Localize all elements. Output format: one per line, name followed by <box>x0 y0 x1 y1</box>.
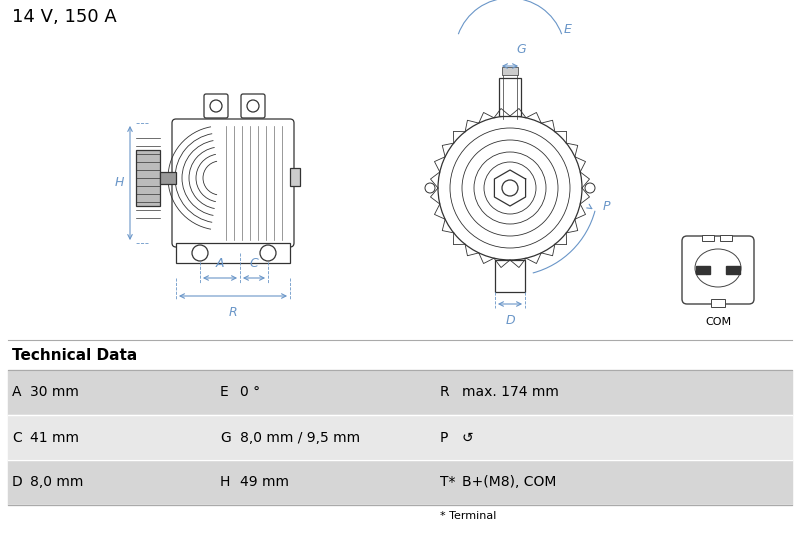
Bar <box>696 266 710 274</box>
Text: C: C <box>250 257 258 270</box>
Circle shape <box>585 183 595 193</box>
Circle shape <box>192 245 208 261</box>
Circle shape <box>210 100 222 112</box>
Text: Technical Data: Technical Data <box>12 348 138 363</box>
Text: 8,0 mm: 8,0 mm <box>30 475 83 489</box>
Circle shape <box>260 245 276 261</box>
Bar <box>502 67 518 75</box>
Text: 0 °: 0 ° <box>240 385 260 400</box>
Bar <box>495 260 525 292</box>
Bar <box>290 168 300 186</box>
Text: P: P <box>440 431 448 445</box>
Text: R: R <box>229 306 238 319</box>
Circle shape <box>438 116 582 260</box>
Text: 30 mm: 30 mm <box>30 385 79 400</box>
Bar <box>711 299 725 307</box>
Text: R: R <box>440 385 450 400</box>
Text: T*: T* <box>440 475 455 489</box>
Text: G: G <box>516 43 526 56</box>
Text: 14 V, 150 A: 14 V, 150 A <box>12 8 117 26</box>
Text: D: D <box>505 314 515 327</box>
Text: H: H <box>114 176 124 190</box>
Text: E: E <box>220 385 229 400</box>
Text: H: H <box>220 475 230 489</box>
FancyBboxPatch shape <box>204 94 228 118</box>
Text: COM: COM <box>705 317 731 327</box>
Text: 49 mm: 49 mm <box>240 475 289 489</box>
Bar <box>176 243 290 263</box>
Bar <box>702 235 714 241</box>
Text: C: C <box>12 431 22 445</box>
Bar <box>8 370 792 415</box>
Text: * Terminal: * Terminal <box>440 511 496 521</box>
FancyBboxPatch shape <box>172 119 294 247</box>
Bar <box>726 266 740 274</box>
Circle shape <box>502 180 518 196</box>
Text: D: D <box>12 475 22 489</box>
FancyBboxPatch shape <box>682 236 754 304</box>
Bar <box>160 172 176 184</box>
Circle shape <box>247 100 259 112</box>
Circle shape <box>425 183 435 193</box>
FancyBboxPatch shape <box>241 94 265 118</box>
Text: G: G <box>220 431 230 445</box>
Text: P: P <box>603 200 610 213</box>
Text: A: A <box>12 385 22 400</box>
Text: E: E <box>564 23 572 36</box>
Text: 41 mm: 41 mm <box>30 431 79 445</box>
Bar <box>136 150 160 206</box>
Text: max. 174 mm: max. 174 mm <box>462 385 559 400</box>
Text: B+(M8), COM: B+(M8), COM <box>462 475 556 489</box>
Text: ↺: ↺ <box>462 431 474 445</box>
Bar <box>8 415 792 460</box>
Text: A: A <box>216 257 224 270</box>
Bar <box>8 460 792 505</box>
Bar <box>499 78 521 116</box>
Text: 8,0 mm / 9,5 mm: 8,0 mm / 9,5 mm <box>240 431 360 445</box>
Bar <box>720 235 732 241</box>
